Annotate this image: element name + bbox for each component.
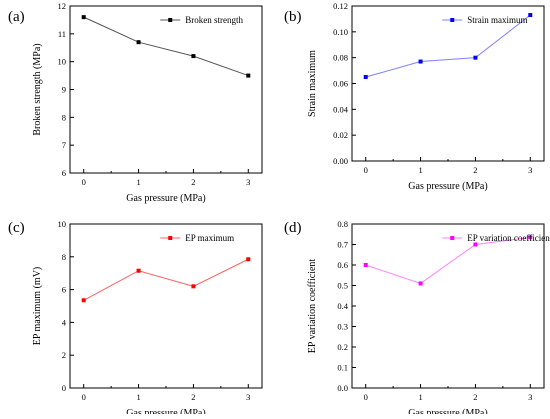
y-tick-label: 9 (62, 85, 66, 95)
plot-frame (351, 5, 545, 162)
data-point (81, 15, 86, 20)
x-tick-label: 3 (246, 392, 250, 402)
y-tick-label: 0.0 (337, 383, 348, 393)
plot-frame (351, 223, 545, 389)
data-point (363, 263, 368, 267)
series-line (365, 14, 531, 78)
x-axis-title: Gas pressure (MPa) (126, 408, 205, 414)
y-tick-label: 8 (62, 252, 66, 262)
data-point (136, 40, 141, 45)
data-point (363, 75, 368, 80)
series-line (365, 236, 531, 285)
y-tick-label: 0.10 (333, 27, 348, 37)
legend-marker (450, 236, 455, 240)
y-tick-label: 7 (62, 140, 66, 150)
x-tick-label: 1 (136, 177, 140, 187)
x-tick-label: 2 (473, 165, 477, 175)
y-tick-label: 6 (62, 285, 66, 295)
y-tick-label: 0.5 (337, 281, 348, 291)
data-point (246, 257, 251, 262)
y-tick-label: 0.04 (333, 104, 349, 114)
y-tick-label: 6 (62, 168, 66, 178)
y-tick-label: 8 (62, 112, 66, 122)
series-line (83, 258, 249, 301)
y-tick-label: 0.8 (337, 219, 348, 229)
data-point (191, 284, 196, 289)
y-tick-label: 0 (62, 383, 66, 393)
y-tick-label: 11 (58, 29, 66, 39)
x-axis-title: Gas pressure (MPa) (408, 181, 487, 192)
panel-label: (c) (8, 220, 25, 236)
plot-frame (69, 5, 263, 174)
y-tick-label: 0.4 (337, 301, 348, 311)
y-tick-label: 0.2 (337, 342, 348, 352)
x-tick-label: 2 (191, 392, 195, 402)
x-tick-label: 1 (418, 392, 422, 402)
data-point (81, 298, 86, 303)
x-tick-label: 1 (418, 165, 422, 175)
legend-label: Broken strength (185, 15, 243, 25)
y-tick-label: 0.1 (337, 363, 348, 373)
x-tick-label: 3 (528, 165, 532, 175)
y-axis-title: EP maximum (mV) (32, 267, 43, 346)
data-point (473, 242, 478, 247)
y-tick-label: 0.06 (333, 79, 348, 89)
y-tick-label: 10 (58, 219, 67, 229)
legend-marker (168, 236, 173, 240)
x-tick-label: 2 (473, 392, 477, 402)
panel-c: (c) 0 1 2 3 0 2 4 6 8 10 Gas pressure (MPa) EP maxim… (8, 219, 263, 419)
x-tick-label: 3 (528, 392, 532, 402)
data-point (246, 73, 251, 78)
x-axis-title: Gas pressure (MPa) (408, 408, 487, 414)
x-tick-label: 0 (82, 177, 86, 187)
data-point (473, 55, 478, 60)
legend-label: EP variation coefficient (467, 233, 550, 243)
y-tick-label: 0.00 (333, 156, 348, 166)
x-tick-label: 3 (246, 177, 250, 187)
x-tick-label: 0 (82, 392, 86, 402)
y-axis-title: Strain maximum (307, 50, 318, 117)
y-axis-title: Broken strength (MPa) (32, 43, 43, 135)
data-point (528, 13, 533, 18)
panel-b: (b) 0 1 2 3 0.00 0.02 0.04 0.06 0.08 0.10 0.12 Gas p… (284, 1, 545, 192)
data-point (191, 54, 196, 59)
y-tick-label: 0.3 (337, 322, 348, 332)
y-tick-label: 0.12 (333, 1, 348, 11)
legend-label: Strain maximum (467, 15, 527, 25)
data-point (136, 268, 141, 273)
y-tick-label: 0.08 (333, 53, 348, 63)
series-line (83, 16, 249, 77)
legend-marker (168, 18, 173, 22)
legend-marker (450, 18, 455, 22)
data-point (528, 235, 533, 240)
x-tick-label: 0 (364, 165, 368, 175)
panel-label: (a) (8, 9, 25, 25)
data-point (418, 281, 423, 286)
x-tick-label: 2 (191, 177, 195, 187)
y-tick-label: 0.7 (337, 240, 348, 250)
y-tick-label: 2 (62, 350, 66, 360)
x-tick-label: 1 (136, 392, 140, 402)
y-tick-label: 0.6 (337, 260, 348, 270)
plot-frame (69, 223, 263, 389)
y-axis-title: EP variation coefficient (307, 259, 318, 354)
data-point (418, 59, 423, 64)
x-tick-label: 0 (364, 392, 368, 402)
x-axis-title: Gas pressure (MPa) (126, 193, 205, 204)
panel-label: (d) (284, 220, 302, 236)
y-tick-label: 10 (58, 57, 67, 67)
panel-label: (b) (284, 9, 302, 25)
panel-d: (d) 0 1 2 3 0.0 0.1 0.2 0.3 0.4 0.5 0.6 0.7 0.8 Gas pr… (284, 219, 550, 419)
y-tick-label: 12 (58, 1, 67, 11)
y-tick-label: 4 (62, 317, 67, 327)
y-tick-label: 0.02 (333, 130, 348, 140)
legend-label: EP maximum (185, 233, 234, 243)
